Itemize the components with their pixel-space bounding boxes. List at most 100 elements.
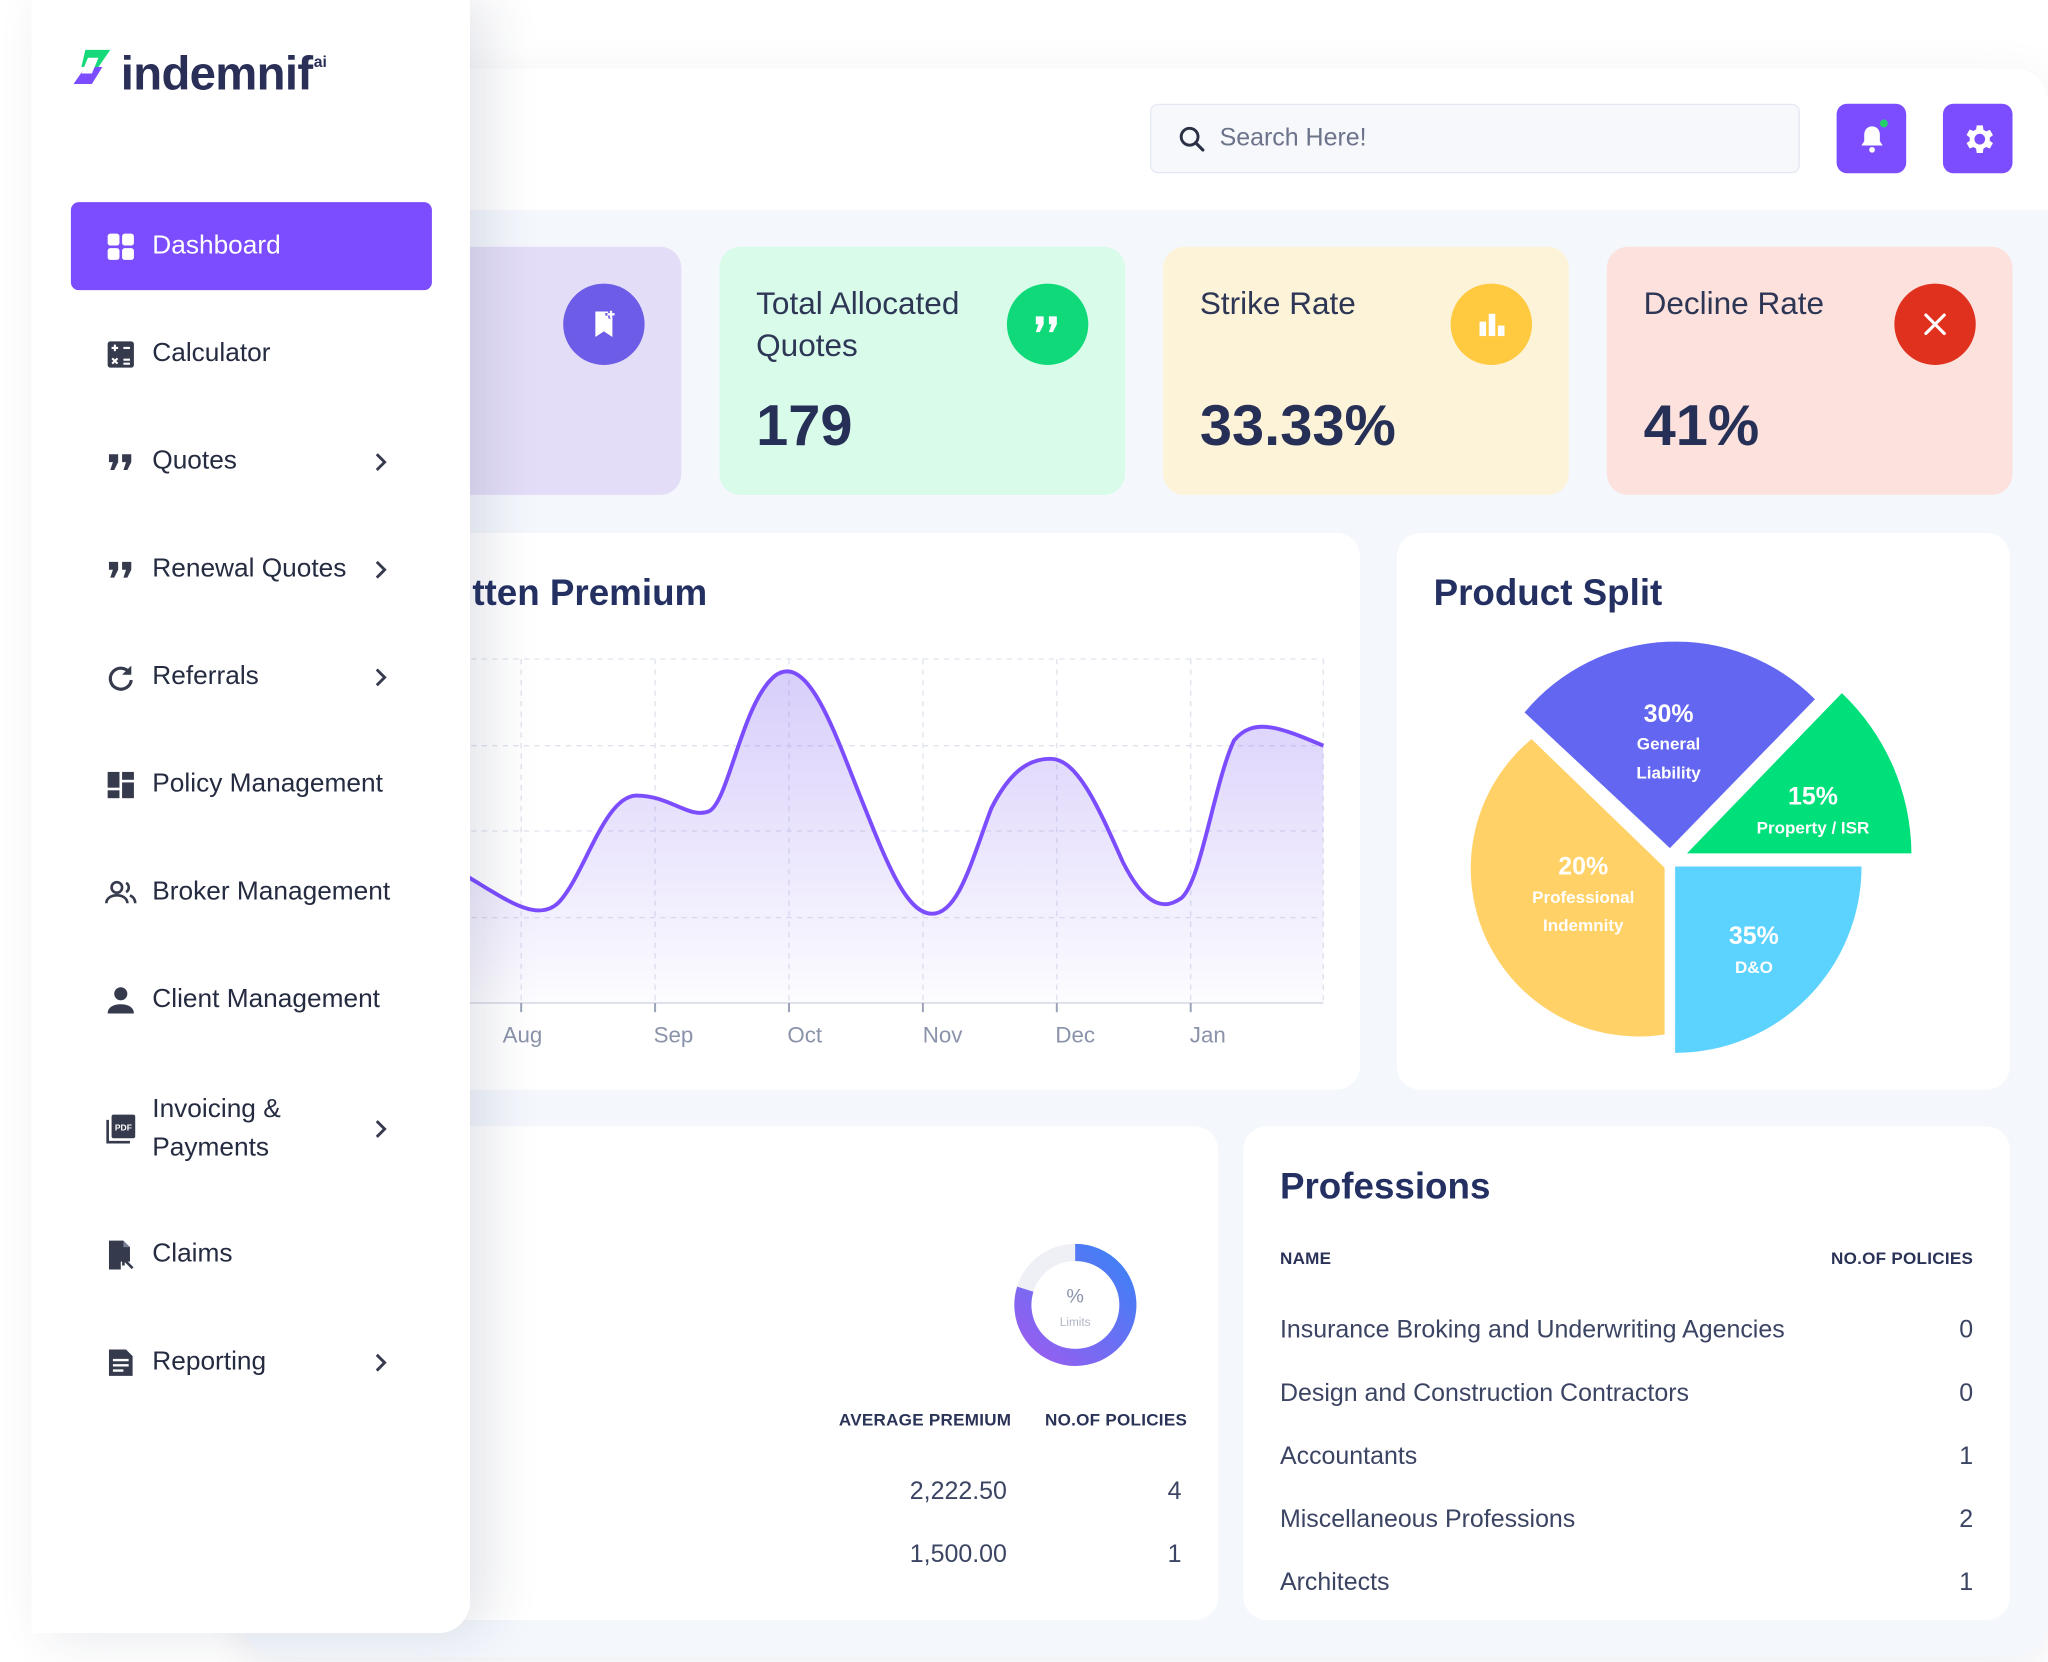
dashboard-main: g! d Total Allocated Quotes 179 <box>242 68 2048 1657</box>
sidebar-item-quotes[interactable]: Quotes <box>71 417 432 505</box>
x-label-sep: Sep <box>654 1022 694 1047</box>
indemnif-logo-icon <box>73 49 111 85</box>
search-icon <box>1179 126 1205 151</box>
column-header-average-premium: AVERAGE PREMIUM <box>838 1409 1012 1430</box>
limits-row-avg: 2,222.50 <box>909 1478 1007 1506</box>
sidebar-item-broker-management[interactable]: Broker Management <box>71 848 432 936</box>
sidebar-item-calculator[interactable]: Calculator <box>71 310 432 398</box>
x-label-dec: Dec <box>1055 1022 1095 1047</box>
sidebar-item-reporting[interactable]: Reporting <box>71 1318 432 1406</box>
brand-logo[interactable]: indemnif ai <box>71 47 327 100</box>
sidebar-item-label: Renewal Quotes <box>152 554 347 583</box>
profession-name: Design and Construction Contractors <box>1279 1379 1689 1408</box>
document-arrow-icon <box>105 1239 137 1271</box>
slice-label: Liability <box>1636 763 1701 782</box>
product-split-pie: 30% General Liability 15% Property / ISR… <box>1470 641 1912 1053</box>
sidebar-item-label: Calculator <box>152 338 271 368</box>
person-icon <box>105 984 137 1016</box>
pie-labels: 30% General Liability 15% Property / ISR… <box>1532 700 1869 977</box>
sidebar-item-invoicing-payments[interactable]: PDF Invoicing & Payments <box>71 1079 432 1179</box>
quote-icon <box>105 446 137 478</box>
search-box[interactable] <box>1150 103 1800 174</box>
slice-pct: 35% <box>1729 922 1779 950</box>
profession-name: Miscellaneous Professions <box>1279 1505 1576 1534</box>
profession-count: 0 <box>1959 1316 1974 1345</box>
quote-icon <box>1035 316 1057 333</box>
sidebar-item-renewal-quotes[interactable]: Renewal Quotes <box>71 525 432 613</box>
stat-card-allocated: Total Allocated Quotes 179 <box>719 246 1126 495</box>
panel-title: Professions <box>1279 1165 1491 1207</box>
sidebar-item-label: Referrals <box>152 661 259 691</box>
limits-row-avg: 1,500.00 <box>909 1541 1007 1569</box>
x-ticks <box>520 1002 1192 1013</box>
bookmark-plus-icon <box>595 310 615 338</box>
bell-icon <box>1860 125 1883 153</box>
bar-chart-icon <box>1479 313 1505 337</box>
pie-slice-professional-indemnity <box>1470 739 1665 1037</box>
stat-value: 41% <box>1643 393 1760 459</box>
calculator-icon <box>105 338 137 370</box>
sidebar-item-dashboard[interactable]: Dashboard <box>70 202 432 291</box>
stat-value: 33.33% <box>1199 393 1396 459</box>
stat-icon-circle <box>563 283 645 365</box>
notifications-button[interactable] <box>1836 103 1907 174</box>
close-icon <box>1924 313 1946 336</box>
sidebar-item-claims[interactable]: Claims <box>71 1210 432 1298</box>
limits-donut: % Limits <box>1014 1243 1137 1366</box>
search-input[interactable] <box>1219 124 1771 153</box>
brand-superscript: ai <box>313 52 327 71</box>
stat-label: Strike Rate <box>1199 286 1356 322</box>
column-header-policies: NO.OF POLICIES <box>1044 1409 1188 1430</box>
x-label-aug: Aug <box>503 1022 543 1047</box>
stat-icon-circle <box>1006 283 1089 365</box>
slice-label: Property / ISR <box>1757 819 1870 838</box>
sidebar-item-referrals[interactable]: Referrals <box>71 633 432 721</box>
sidebar-item-label: Invoicing & Payments <box>152 1094 281 1162</box>
notification-dot <box>1878 118 1890 129</box>
sidebar-item-label: Policy Management <box>152 769 383 799</box>
grid-icon <box>105 230 137 262</box>
sidebar-item-label: Dashboard <box>152 231 281 260</box>
limits-row-policies: 4 <box>1167 1478 1182 1506</box>
x-label-oct: Oct <box>787 1022 822 1047</box>
panel-title: Product Split <box>1433 572 1663 614</box>
stat-label: Total Allocated Quotes <box>756 286 960 364</box>
quote-icon <box>105 553 137 585</box>
sidebar-item-label: Reporting <box>152 1346 267 1376</box>
stat-card-decline: Decline Rate 41% <box>1606 246 2013 495</box>
sidebar-item-label: Client Management <box>152 984 380 1014</box>
sidebar: indemnif ai Dashboard Calculator Quotes … <box>31 0 470 1634</box>
profession-count: 1 <box>1959 1568 1974 1597</box>
premium-area-chart: Aug Sep Oct Nov Dec Jan <box>438 658 1325 1047</box>
limits-row-policies: 1 <box>1167 1541 1182 1569</box>
sidebar-item-client-management[interactable]: Client Management <box>71 956 432 1044</box>
report-icon <box>105 1346 137 1378</box>
settings-button[interactable] <box>1942 103 2013 174</box>
top-bar: g! <box>242 68 2048 211</box>
x-label-jan: Jan <box>1190 1022 1226 1047</box>
pdf-icon: PDF <box>105 1113 137 1145</box>
slice-label: General <box>1637 735 1701 754</box>
stat-label: Decline Rate <box>1643 286 1825 322</box>
professions-panel: Professions NAME NO.OF POLICIES Insuranc… <box>1243 1126 2010 1620</box>
premium-line <box>438 669 1325 916</box>
slice-label: Professional <box>1532 888 1634 907</box>
slice-pct: 15% <box>1788 783 1838 811</box>
sidebar-item-policy-management[interactable]: Policy Management <box>71 740 432 828</box>
x-tick-labels: Aug Sep Oct Nov Dec Jan <box>503 1022 1226 1047</box>
chevron-right-icon <box>375 452 387 471</box>
stat-icon-circle <box>1450 283 1533 365</box>
sidebar-item-label: Claims <box>152 1239 233 1269</box>
x-label-nov: Nov <box>923 1022 964 1047</box>
chevron-right-icon <box>375 1353 387 1371</box>
premium-area <box>439 671 1324 1003</box>
profession-name: Accountants <box>1279 1442 1418 1471</box>
dashboard-tiles-icon <box>105 769 137 801</box>
column-header-policies: NO.OF POLICIES <box>1831 1248 1974 1269</box>
svg-text:PDF: PDF <box>115 1122 132 1132</box>
donut-percent: % <box>1066 1285 1084 1307</box>
product-split-panel: Product Split 30% General Liability 15% … <box>1396 532 2010 1090</box>
stat-icon-circle <box>1894 283 1976 365</box>
slice-label: D&O <box>1735 958 1773 977</box>
